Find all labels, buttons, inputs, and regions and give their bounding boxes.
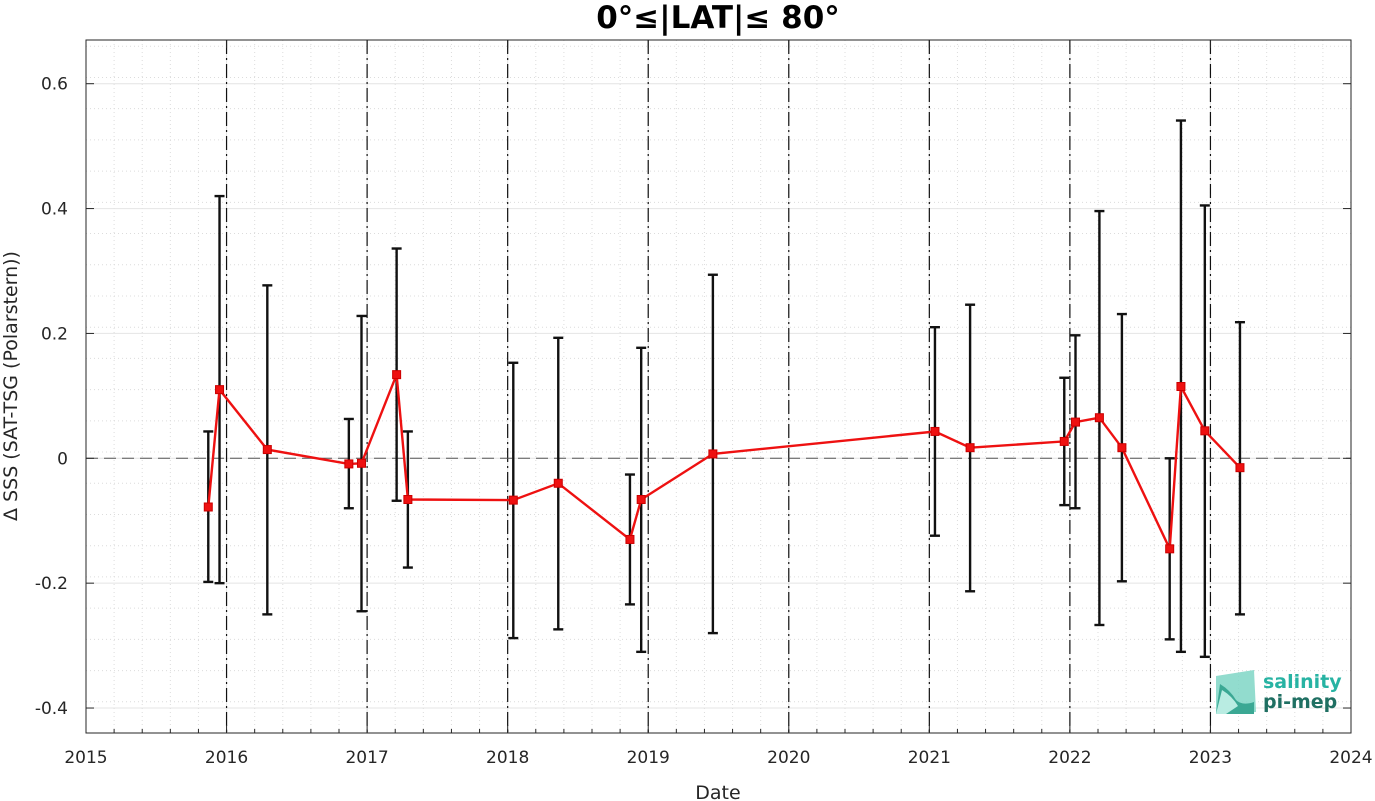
axes-frame bbox=[85, 39, 1352, 734]
data-point-marker bbox=[553, 478, 563, 488]
data-point-marker bbox=[1059, 436, 1069, 446]
data-point-marker bbox=[215, 385, 225, 395]
x-tick-labels: 2015 2016 2017 2018 2019 2020 2021 2022 2023 2024 bbox=[64, 748, 1372, 768]
data-point-marker bbox=[203, 502, 213, 512]
y-tick-label: 0.4 bbox=[41, 200, 68, 220]
data-point-marker bbox=[1094, 413, 1104, 423]
series-line bbox=[207, 374, 1241, 554]
data-point-marker bbox=[1165, 544, 1175, 554]
data-point-marker bbox=[1176, 382, 1186, 391]
y-tick-label: -0.4 bbox=[35, 699, 68, 719]
data-point-marker bbox=[1117, 443, 1127, 453]
error-bars bbox=[203, 119, 1245, 659]
salinity-wave-icon bbox=[1216, 670, 1256, 714]
x-tick-label: 2021 bbox=[908, 748, 951, 768]
x-tick-label: 2015 bbox=[64, 748, 107, 768]
data-point-marker bbox=[965, 443, 975, 453]
x-tick-label: 2024 bbox=[1329, 748, 1372, 768]
data-point-marker bbox=[508, 495, 518, 505]
data-point-marker bbox=[356, 458, 366, 468]
data-point-marker bbox=[636, 495, 646, 505]
x-axis-label: Date bbox=[695, 782, 740, 801]
chart-title: 0°≤|LAT|≤ 80° bbox=[596, 0, 840, 36]
data-point-marker bbox=[392, 370, 402, 380]
x-tick-label: 2017 bbox=[345, 748, 388, 768]
logo-text-pi-mep: pi-mep bbox=[1263, 691, 1337, 713]
y-tick-labels: -0.4 -0.2 0 0.2 0.4 0.6 bbox=[35, 75, 68, 719]
data-point-marker bbox=[1071, 417, 1081, 427]
x-tick-label: 2020 bbox=[767, 748, 810, 768]
x-tick-label: 2022 bbox=[1048, 748, 1091, 768]
grid bbox=[85, 40, 1352, 734]
data-point-marker bbox=[403, 495, 413, 505]
y-tick-label: 0.6 bbox=[41, 75, 68, 95]
data-point-marker bbox=[344, 459, 354, 469]
x-tick-label: 2023 bbox=[1189, 748, 1232, 768]
x-tick-label: 2019 bbox=[627, 748, 670, 768]
x-tick-label: 2016 bbox=[205, 748, 248, 768]
axis-ticks bbox=[85, 40, 1352, 733]
y-tick-label: 0.2 bbox=[41, 324, 68, 344]
data-point-marker bbox=[1200, 426, 1210, 436]
series-delta-sss bbox=[203, 370, 1245, 554]
data-point-marker bbox=[625, 534, 635, 544]
year-boundary-lines bbox=[225, 40, 1212, 733]
logo-text-salinity: salinity bbox=[1263, 671, 1342, 693]
salinity-pi-mep-logo: salinity pi-mep bbox=[1216, 670, 1342, 714]
y-axis-label: Δ SSS (SAT-TSG (Polarstern)) bbox=[0, 251, 22, 521]
data-point-marker bbox=[262, 445, 272, 455]
x-tick-label: 2018 bbox=[486, 748, 529, 768]
y-tick-label: 0 bbox=[57, 449, 68, 469]
data-point-marker bbox=[708, 449, 718, 459]
data-point-marker bbox=[1235, 463, 1245, 473]
data-point-marker bbox=[930, 426, 940, 436]
y-tick-label: -0.2 bbox=[35, 574, 68, 594]
